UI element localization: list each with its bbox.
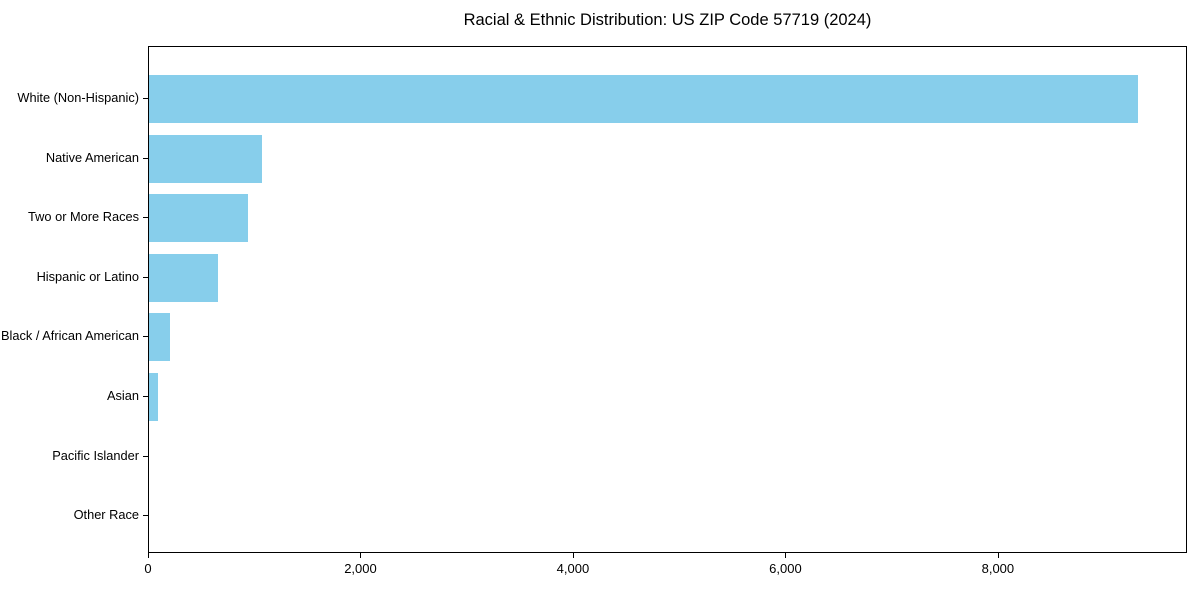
x-tick	[148, 553, 149, 558]
bar-native-american	[149, 134, 263, 183]
y-tick	[143, 276, 148, 278]
x-tick	[360, 553, 362, 558]
y-tick	[143, 515, 148, 517]
y-tick-label: Two or More Races	[28, 209, 139, 225]
y-tick-label: Asian	[106, 388, 139, 403]
x-tick	[997, 553, 999, 558]
x-tick-label: 4,000	[556, 561, 590, 576]
x-tick	[785, 553, 787, 558]
bar-hispanic-or-latino	[149, 253, 219, 302]
y-tick	[143, 217, 148, 219]
bar-two-or-more-races	[149, 194, 248, 243]
x-tick-label: 6,000	[769, 561, 802, 576]
x-tick	[572, 553, 574, 558]
x-tick-label: 0	[144, 561, 152, 576]
y-tick	[143, 396, 148, 397]
y-tick-label: Other Race	[73, 507, 139, 523]
y-tick	[143, 455, 148, 457]
bar-white-non-hispanic	[149, 75, 1139, 123]
bar-black-african-american	[149, 313, 170, 362]
y-tick-label: Black / African American	[1, 328, 139, 344]
bar-asian	[149, 373, 159, 421]
y-tick	[143, 336, 148, 338]
y-tick	[143, 157, 148, 159]
y-tick-label: White (Non-Hispanic)	[17, 90, 139, 105]
plot-area	[148, 46, 1187, 553]
x-tick-label: 2,000	[344, 561, 377, 576]
y-tick	[143, 98, 148, 99]
x-tick-label: 8,000	[981, 561, 1015, 576]
chart-title: Racial & Ethnic Distribution: US ZIP Cod…	[463, 11, 872, 29]
y-tick-label: Hispanic or Latino	[36, 268, 139, 284]
y-tick-label: Pacific Islander	[52, 447, 139, 463]
y-tick-label: Native American	[45, 149, 139, 165]
